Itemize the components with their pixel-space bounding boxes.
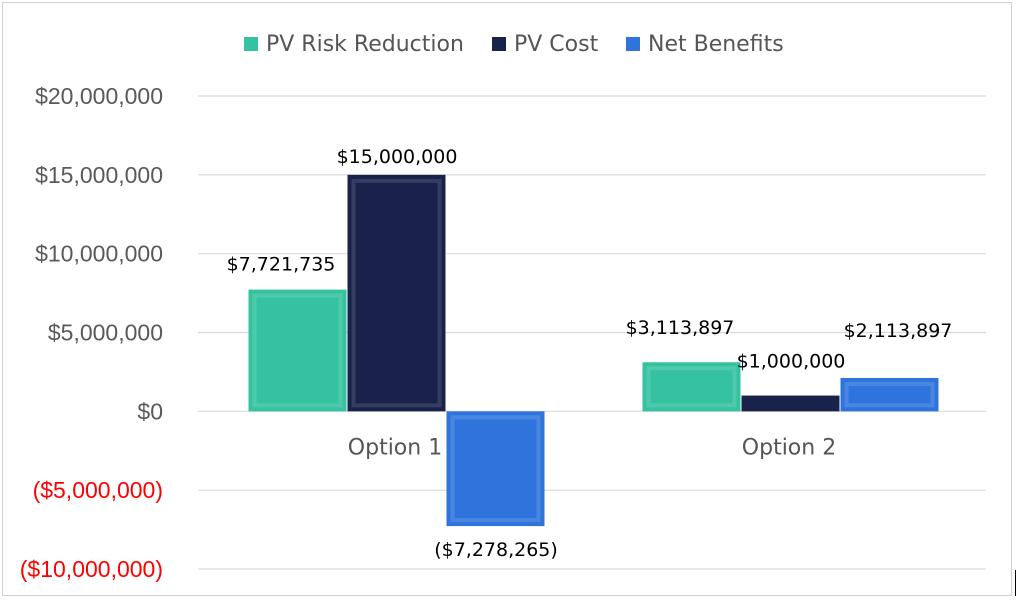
chart-frame: $20,000,000 $15,000,000 $10,000,000 $5,000,… xyxy=(2,2,1012,596)
bar-net-benefits xyxy=(446,411,545,527)
data-label: $3,113,897 xyxy=(626,317,735,339)
bar-chart: $20,000,000 $15,000,000 $10,000,000 $5,000,… xyxy=(20,32,986,582)
bar-bevel xyxy=(351,178,442,408)
category-label: Option 2 xyxy=(742,435,836,460)
data-label: ($7,278,265) xyxy=(434,539,558,561)
legend-label: Net Benefits xyxy=(648,32,784,57)
bar-pv-risk-reduction xyxy=(642,362,741,412)
data-label: $7,721,735 xyxy=(227,254,336,276)
bar-pv-cost xyxy=(741,395,840,412)
y-tick-label: $0 xyxy=(137,398,163,424)
bar-pv-cost xyxy=(347,174,446,412)
bars xyxy=(248,174,939,527)
y-tick-label: $15,000,000 xyxy=(35,162,163,188)
data-label: $15,000,000 xyxy=(337,146,458,168)
bar-bevel xyxy=(252,293,343,408)
category-label: Option 1 xyxy=(348,435,442,460)
y-tick-label: $20,000,000 xyxy=(35,83,163,109)
x-axis: Option 1 Option 2 xyxy=(348,435,836,460)
legend-label: PV Cost xyxy=(514,32,599,57)
legend-swatch-pv-risk-reduction xyxy=(244,37,258,51)
y-tick-label: ($5,000,000) xyxy=(33,477,163,503)
y-tick-label: $10,000,000 xyxy=(35,241,163,267)
legend-swatch-pv-cost xyxy=(492,37,506,51)
bar-net-benefits xyxy=(840,378,939,412)
bar-bevel xyxy=(450,415,541,523)
bar-bevel xyxy=(646,366,737,408)
y-tick-label: $5,000,000 xyxy=(48,320,163,346)
legend-label: PV Risk Reduction xyxy=(266,32,464,57)
legend-swatch-net-benefits xyxy=(626,37,640,51)
bar-pv-risk-reduction xyxy=(248,289,347,412)
text-cursor xyxy=(1015,570,1016,596)
legend: PV Risk Reduction PV Cost Net Benefits xyxy=(244,32,784,57)
data-labels: $7,721,735 $15,000,000 ($7,278,265) $3,113,… xyxy=(227,146,953,561)
data-label: $2,113,897 xyxy=(844,320,953,342)
data-label: $1,000,000 xyxy=(737,351,846,373)
y-tick-label: ($10,000,000) xyxy=(20,556,163,582)
bar-bevel xyxy=(844,382,935,408)
y-axis: $20,000,000 $15,000,000 $10,000,000 $5,000,… xyxy=(20,83,163,582)
